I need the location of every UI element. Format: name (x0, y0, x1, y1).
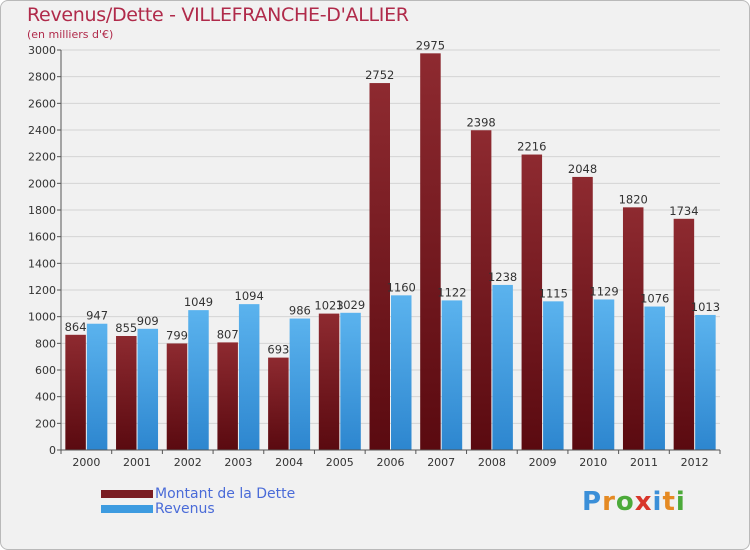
bar-dette-2004 (268, 357, 289, 450)
logo-letter: r (602, 487, 616, 517)
y-tick-label-1800: 1800 (28, 204, 56, 217)
x-tick-label-2007: 2007 (427, 456, 455, 469)
x-tick-label-2000: 2000 (72, 456, 100, 469)
bar-revenus-2004 (289, 318, 311, 450)
data-label-revenus-2006: 1160 (387, 280, 416, 294)
bar-revenus-2007 (441, 300, 463, 450)
x-tick-label-2009: 2009 (529, 456, 557, 469)
bar-dette-2001 (116, 336, 137, 450)
bar-revenus-2012 (695, 314, 716, 450)
y-tick-label-1000: 1000 (28, 311, 56, 324)
data-label-dette-2007: 2975 (416, 38, 445, 52)
bar-dette-2002 (166, 343, 188, 450)
x-tick-label-2005: 2005 (326, 456, 354, 469)
plot-area (61, 50, 720, 450)
y-tick-label-600: 600 (35, 364, 56, 377)
bar-revenus-2008 (492, 284, 513, 450)
bar-dette-2000 (65, 334, 86, 450)
y-tick-label-200: 200 (35, 417, 56, 430)
bar-dette-2006 (369, 83, 390, 451)
data-label-dette-2005: 1023 (314, 299, 343, 313)
data-label-revenus-2009: 1115 (539, 286, 568, 300)
bar-dette-2005 (318, 313, 340, 450)
x-tick-label-2003: 2003 (224, 456, 252, 469)
data-label-revenus-2004: 986 (289, 304, 311, 318)
y-tick-label-1200: 1200 (28, 284, 56, 297)
y-tick-label-2800: 2800 (28, 71, 56, 84)
proxiti-logo: Proxiti (582, 487, 686, 517)
bar-revenus-2010 (593, 299, 615, 450)
y-tick-label-0: 0 (49, 444, 56, 457)
legend-item-revenus: Revenus (101, 501, 215, 517)
y-tick-label-2600: 2600 (28, 97, 56, 110)
bar-revenus-2006 (391, 295, 412, 450)
y-tick-label-1400: 1400 (28, 257, 56, 270)
logo-letter: t (662, 487, 676, 517)
data-label-dette-2012: 1734 (669, 204, 698, 218)
x-tick-label-2010: 2010 (579, 456, 607, 469)
bar-dette-2007 (420, 53, 441, 450)
y-tick-label-2000: 2000 (28, 177, 56, 190)
data-label-dette-2002: 799 (166, 328, 188, 342)
bar-revenus-2011 (644, 306, 665, 450)
x-tick-label-2011: 2011 (630, 456, 658, 469)
bar-dette-2012 (673, 218, 695, 450)
x-tick-label-2001: 2001 (123, 456, 151, 469)
x-tick-label-2008: 2008 (478, 456, 506, 469)
logo-letter: o (615, 487, 635, 517)
data-label-revenus-2001: 909 (137, 314, 159, 328)
data-label-dette-2010: 2048 (568, 162, 597, 176)
bar-dette-2003 (217, 342, 238, 450)
data-label-dette-2011: 1820 (619, 192, 648, 206)
data-label-revenus-2007: 1122 (437, 285, 466, 299)
y-tick-label-2200: 2200 (28, 151, 56, 164)
data-label-revenus-2003: 1094 (235, 289, 264, 303)
data-label-revenus-2000: 947 (86, 309, 108, 323)
logo-letter: x (634, 487, 653, 517)
y-tick-label-1600: 1600 (28, 231, 56, 244)
bar-revenus-2009 (543, 301, 564, 450)
data-label-dette-2006: 2752 (365, 68, 394, 82)
data-label-dette-2009: 2216 (517, 140, 546, 154)
data-label-revenus-2010: 1129 (589, 284, 618, 298)
bar-revenus-2002 (188, 310, 209, 450)
legend-label-revenus: Revenus (155, 501, 215, 517)
bar-dette-2008 (470, 130, 492, 450)
logo-letter: P (582, 487, 603, 517)
legend-swatch-revenus (101, 505, 153, 513)
data-label-dette-2008: 2398 (466, 115, 495, 129)
x-tick-label-2006: 2006 (377, 456, 405, 469)
legend-label-dette: Montant de la Dette (155, 486, 296, 502)
data-label-dette-2000: 864 (65, 320, 87, 334)
logo-letter: i (652, 487, 663, 517)
data-label-revenus-2005: 1029 (336, 298, 365, 312)
logo-letter: i (675, 487, 686, 517)
bar-dette-2009 (521, 154, 543, 451)
bar-revenus-2001 (137, 328, 159, 450)
chart-title: Revenus/Dette - VILLEFRANCHE-D'ALLIER (27, 4, 409, 26)
bar-revenus-2000 (86, 323, 108, 450)
data-label-revenus-2012: 1013 (691, 300, 720, 314)
data-label-dette-2004: 693 (267, 343, 289, 357)
bar-dette-2010 (572, 176, 593, 450)
data-label-dette-2003: 807 (217, 327, 239, 341)
y-tick-label-2400: 2400 (28, 124, 56, 137)
bar-revenus-2003 (238, 304, 260, 450)
legend-swatch-dette (101, 490, 153, 498)
data-label-revenus-2002: 1049 (184, 295, 213, 309)
data-label-dette-2001: 855 (115, 321, 137, 335)
y-tick-label-400: 400 (35, 391, 56, 404)
bar-revenus-2005 (340, 312, 361, 450)
x-tick-label-2012: 2012 (681, 456, 709, 469)
chart-subtitle: (en milliers d'€) (27, 28, 114, 41)
legend-item-dette: Montant de la Dette (101, 486, 295, 502)
data-label-revenus-2011: 1076 (640, 292, 669, 306)
y-tick-label-800: 800 (35, 337, 56, 350)
x-tick-label-2002: 2002 (174, 456, 202, 469)
y-tick-label-3000: 3000 (28, 44, 56, 57)
x-tick-label-2004: 2004 (275, 456, 303, 469)
data-label-revenus-2008: 1238 (488, 270, 517, 284)
bar-dette-2011 (622, 207, 644, 450)
